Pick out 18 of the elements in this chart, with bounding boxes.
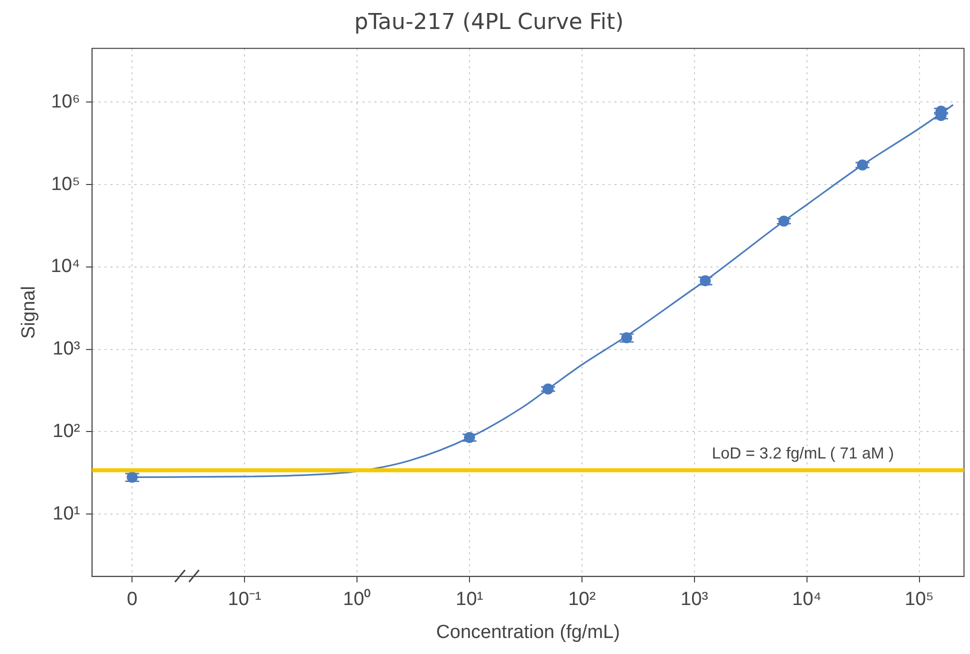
y-tick-label: 10² xyxy=(52,420,80,442)
x-axis-title: Concentration (fg/mL) xyxy=(436,622,620,643)
x-tick-label: 0 xyxy=(126,589,138,610)
x-tick-label: 10⁵ xyxy=(904,589,934,610)
x-tick-label: 10⁻¹ xyxy=(228,589,262,610)
y-tick-label: 10³ xyxy=(52,338,80,360)
annotation: LoD = 3.2 fg/mL ( 71 aM ) xyxy=(712,445,894,462)
y-tick-label: 10⁶ xyxy=(51,91,80,112)
x-tick-label: 10⁴ xyxy=(792,589,822,610)
y-axis-title: Signal xyxy=(18,286,40,339)
y-tick-label: 10¹ xyxy=(52,503,80,524)
y-tick-label: 10⁵ xyxy=(51,174,80,195)
x-tick-label: 10¹ xyxy=(456,589,484,610)
x-tick-label: 10³ xyxy=(680,589,708,610)
chart-title: pTau-217 (4PL Curve Fit) xyxy=(354,10,624,35)
y-tick-label: 10⁴ xyxy=(50,256,80,278)
x-tick-label: 10⁰ xyxy=(342,588,372,610)
x-tick-label: 10² xyxy=(568,589,596,610)
